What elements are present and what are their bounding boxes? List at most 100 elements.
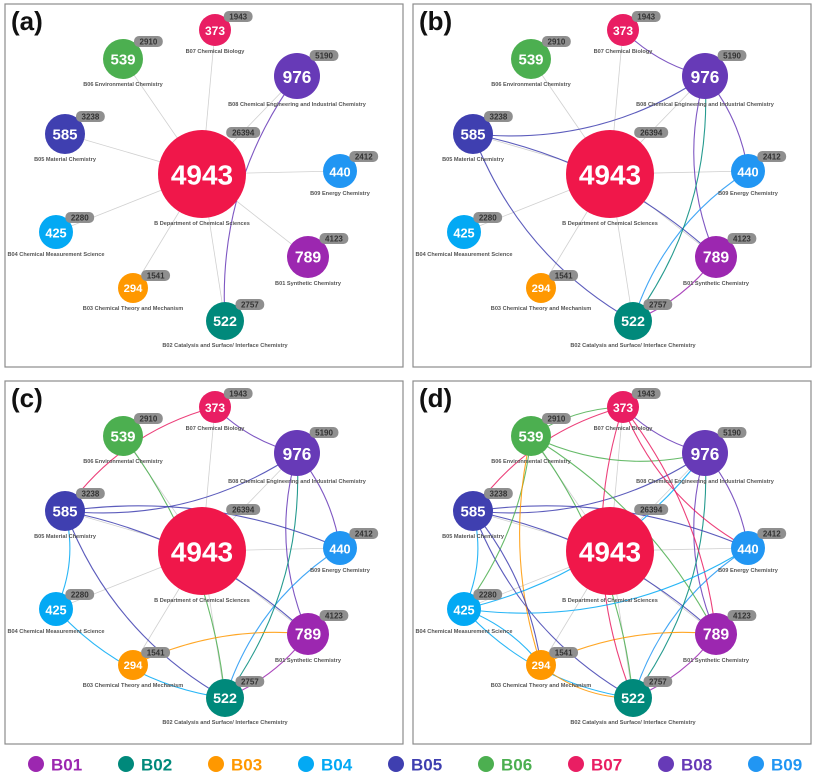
node-b07: 373 1943 B07 Chemical Biology — [594, 388, 661, 432]
count-badge-text: 2757 — [649, 678, 667, 687]
node-count: 373 — [205, 401, 225, 415]
node-circle — [682, 53, 728, 99]
count-badge — [757, 151, 787, 162]
node-label: B Department of Chemical Sciences — [562, 598, 658, 604]
count-badge-text: 4123 — [325, 612, 343, 621]
legend-item-b09: B09 — [748, 756, 802, 775]
node-count: 976 — [691, 444, 720, 464]
node-b: 4943 26394 B Department of Chemical Scienc… — [562, 504, 669, 604]
node-circle — [103, 39, 143, 79]
count-badge-text: 2412 — [763, 153, 781, 162]
legend-item-b08: B08 — [658, 756, 712, 775]
node-b02: 522 2757 B02 Catalysis and Surface/ Interf… — [162, 676, 289, 726]
node-count: 789 — [703, 627, 730, 644]
legend-swatch — [478, 756, 494, 772]
node-circle — [447, 215, 481, 249]
node-circle — [39, 592, 73, 626]
legend-swatch — [568, 756, 584, 772]
node-label: B01 Synthetic Chemistry — [275, 281, 342, 287]
count-badge-text: 2412 — [763, 530, 781, 539]
node-label: B08 Chemical Engineering and Industrial … — [636, 102, 775, 108]
node-circle — [695, 236, 737, 278]
node-circle — [118, 273, 148, 303]
count-badge-text: 2910 — [548, 38, 566, 47]
node-count: 539 — [110, 52, 135, 69]
node-label: B05 Material Chemistry — [34, 534, 97, 540]
count-badge-text: 2280 — [479, 591, 497, 600]
count-badge-text: 1943 — [229, 13, 247, 22]
count-badge-text: 1943 — [637, 13, 655, 22]
node-count: 789 — [295, 627, 322, 644]
node-circle — [103, 416, 143, 456]
node-label: B04 Chemical Measurement Science — [415, 252, 512, 258]
edge-b05-b02 — [472, 510, 634, 699]
count-badge-text: 5190 — [315, 429, 333, 438]
count-badge — [549, 647, 579, 658]
count-badge — [473, 212, 503, 223]
node-count: 522 — [621, 691, 645, 707]
count-badge — [549, 270, 579, 281]
node-count: 585 — [52, 504, 77, 521]
count-badge-text: 3238 — [490, 113, 508, 122]
node-b06: 539 2910 B06 Environmental Chemistry — [83, 36, 164, 88]
node-circle — [453, 491, 493, 531]
legend-swatch — [388, 756, 404, 772]
node-circle — [682, 430, 728, 476]
legend-swatch — [298, 756, 314, 772]
legend-label: B08 — [681, 756, 712, 775]
node-label: B07 Chemical Biology — [186, 49, 246, 55]
count-badge — [542, 413, 571, 424]
edge-b07-b09 — [622, 406, 749, 549]
node-b04: 425 2280 B04 Chemical Measurement Science — [415, 589, 513, 635]
node-b05: 585 3238 B05 Material Chemistry — [34, 488, 105, 540]
node-b06: 539 2910 B06 Environmental Chemistry — [491, 413, 572, 465]
node-b: 4943 26394 B Department of Chemical Scienc… — [562, 127, 669, 227]
node-count: 425 — [45, 603, 66, 618]
count-badge-text: 2757 — [241, 301, 259, 310]
node-label: B09 Energy Chemistry — [718, 568, 779, 574]
count-badge-text: 2280 — [71, 591, 89, 600]
edge-b05-b08 — [64, 452, 298, 514]
node-label: B03 Chemical Theory and Mechanism — [83, 683, 183, 689]
node-count: 294 — [532, 283, 552, 295]
node-count: 373 — [613, 401, 633, 415]
legend-label: B04 — [321, 756, 353, 775]
count-badge-text: 2910 — [140, 415, 158, 424]
node-circle — [323, 154, 357, 188]
count-badge — [473, 589, 503, 600]
edge-b09-b02 — [224, 547, 341, 699]
node-b07: 373 1943 B07 Chemical Biology — [186, 388, 253, 432]
count-badge-text: 2280 — [479, 214, 497, 223]
edge-b09-b02 — [632, 547, 749, 699]
node-label: B03 Chemical Theory and Mechanism — [491, 306, 591, 312]
count-badge — [542, 36, 571, 47]
count-badge — [727, 233, 757, 244]
count-badge — [634, 504, 669, 515]
node-count: 522 — [621, 314, 645, 330]
node-circle — [695, 613, 737, 655]
node-count: 789 — [295, 250, 322, 267]
node-label: B02 Catalysis and Surface/ Interface Che… — [162, 343, 288, 349]
count-badge-text: 2280 — [71, 214, 89, 223]
panel-b: 4943 26394 B Department of Chemical Scienc… — [412, 3, 812, 368]
node-label: B03 Chemical Theory and Mechanism — [83, 306, 183, 312]
count-badge — [717, 50, 747, 61]
node-b05: 585 3238 B05 Material Chemistry — [442, 488, 513, 540]
node-circle — [566, 130, 654, 218]
panel-letter: (b) — [419, 6, 452, 36]
panel-c: 4943 26394 B Department of Chemical Scienc… — [4, 380, 404, 745]
count-badge — [631, 11, 661, 22]
panel-letter: (d) — [419, 383, 452, 413]
count-badge — [349, 528, 379, 539]
count-badge-text: 1541 — [555, 272, 573, 281]
node-label: B09 Energy Chemistry — [718, 191, 779, 197]
node-count: 440 — [329, 542, 350, 557]
node-b02: 522 2757 B02 Catalysis and Surface/ Interf… — [570, 299, 697, 349]
node-count: 440 — [737, 165, 758, 180]
node-b04: 425 2280 B04 Chemical Measurement Science — [415, 212, 513, 258]
legend-label: B03 — [231, 756, 262, 775]
